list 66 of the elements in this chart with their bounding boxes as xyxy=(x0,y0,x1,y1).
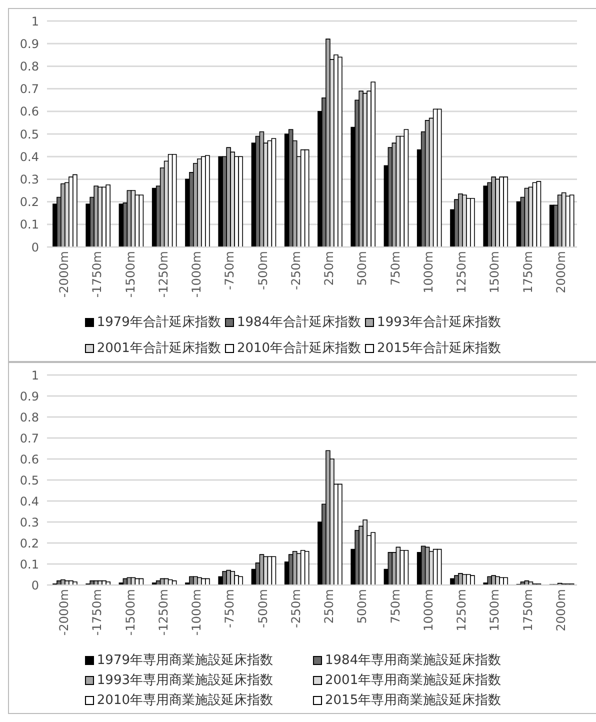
x-tick-label: -2000m xyxy=(57,251,72,298)
y-tick-label: 0.4 xyxy=(20,494,39,508)
y-tick-label: 0 xyxy=(31,578,39,592)
x-tick-label: -750m xyxy=(222,251,237,290)
y-tick-label: 0.6 xyxy=(20,104,39,119)
y-tick-label: 0.6 xyxy=(20,452,39,466)
x-tick-label: -1750m xyxy=(90,251,104,298)
x-tick-label: 250m xyxy=(322,251,336,286)
legend-label: 1993年合計延床指数 xyxy=(377,314,502,331)
x-tick-label: -1000m xyxy=(190,589,204,636)
x-tick-label: -1000m xyxy=(190,251,204,298)
x-tick-label: 1000m xyxy=(421,589,436,632)
x-tick-label: 500m xyxy=(355,251,370,286)
x-tick-label: 750m xyxy=(388,589,402,624)
x-tick-label: 2000m xyxy=(554,589,568,632)
x-tick-label: 2000m xyxy=(554,251,568,294)
y-tick-label: 0.1 xyxy=(20,557,39,572)
legend-label: 2001年専用商業施設延床指数 xyxy=(325,672,502,689)
legend-label: 2015年専用商業施設延床指数 xyxy=(325,692,502,709)
x-tick-label: -250m xyxy=(288,589,303,628)
y-tick-label: 0.5 xyxy=(20,127,39,142)
legend-label: 1993年専用商業施設延床指数 xyxy=(96,672,273,689)
y-tick-label: 0.1 xyxy=(20,218,39,232)
y-tick-label: 0.3 xyxy=(20,172,39,186)
legend-label: 1979年合計延床指数 xyxy=(96,314,221,331)
y-tick-label: 0.7 xyxy=(20,82,39,96)
x-tick-label: -500m xyxy=(256,589,270,628)
y-tick-label: 0.2 xyxy=(20,195,39,210)
x-tick-label: -1250m xyxy=(156,589,170,636)
x-tick-label: 1750m xyxy=(520,251,535,294)
y-tick-label: 0.3 xyxy=(20,515,39,530)
x-tick-label: 1500m xyxy=(488,589,502,632)
x-tick-label: 1250m xyxy=(454,251,469,294)
legend-label: 2015年合計延床指数 xyxy=(377,340,502,357)
x-tick-label: 500m xyxy=(355,589,370,624)
x-tick-label: -2000m xyxy=(57,589,72,636)
x-tick-label: -1500m xyxy=(123,251,138,298)
y-tick-label: 0.5 xyxy=(20,473,39,488)
y-tick-label: 0.9 xyxy=(20,36,39,51)
x-tick-label: -250m xyxy=(288,251,303,290)
y-tick-label: 1 xyxy=(31,14,39,28)
x-tick-label: 750m xyxy=(388,251,402,286)
y-tick-label: 0.4 xyxy=(20,150,39,164)
x-tick-label: -750m xyxy=(222,589,237,628)
x-tick-label: -1250m xyxy=(156,251,170,298)
x-tick-label: 250m xyxy=(322,589,336,624)
y-tick-label: 0.2 xyxy=(20,536,39,550)
legend-label: 2010年専用商業施設延床指数 xyxy=(96,692,273,709)
y-tick-label: 1 xyxy=(31,368,39,382)
y-tick-label: 0.7 xyxy=(20,431,39,446)
legend-label: 2001年合計延床指数 xyxy=(96,340,221,357)
legend-label: 1984年合計延床指数 xyxy=(236,314,362,331)
x-tick-label: 1000m xyxy=(421,251,436,294)
x-tick-label: 1750m xyxy=(520,589,535,632)
legend-label: 1979年専用商業施設延床指数 xyxy=(96,652,273,669)
y-tick-label: 0.8 xyxy=(20,59,39,74)
x-tick-label: -1750m xyxy=(90,589,104,636)
y-tick-label: 0 xyxy=(31,240,39,254)
y-tick-label: 0.8 xyxy=(20,410,39,424)
x-tick-label: 1500m xyxy=(488,251,502,294)
legend-label: 1984年専用商業施設延床指数 xyxy=(325,652,502,669)
y-tick-label: 0.9 xyxy=(20,389,39,404)
x-tick-label: 1250m xyxy=(454,589,469,632)
x-tick-label: -500m xyxy=(256,251,270,290)
legend-label: 2010年合計延床指数 xyxy=(236,340,362,357)
x-tick-label: -1500m xyxy=(123,589,138,636)
